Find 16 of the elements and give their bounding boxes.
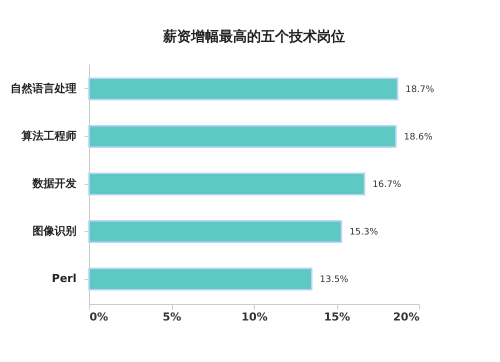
data-label: 18.6% [404,132,433,142]
data-label: 15.3% [349,228,378,238]
y-tick-label: Perl [52,272,76,286]
x-tick-label: 10% [241,310,268,324]
x-tick-label: 20% [393,310,420,324]
x-tick-label: 5% [162,310,182,324]
chart-title: 薪资增幅最高的五个技术岗位 [162,28,345,45]
data-label: 13.5% [320,275,349,286]
data-label: 18.7% [406,84,435,95]
y-tick-label: 数据开发 [32,177,76,190]
data-label: 16.7% [372,180,402,190]
x-tick-label: 0% [90,310,108,324]
x-tick-label: 15% [324,310,350,324]
y-tick-label: 图像识别 [32,224,76,238]
y-tick-label: 自然语言处理 [10,82,76,95]
y-tick-label: 算法工程师 [20,129,76,142]
